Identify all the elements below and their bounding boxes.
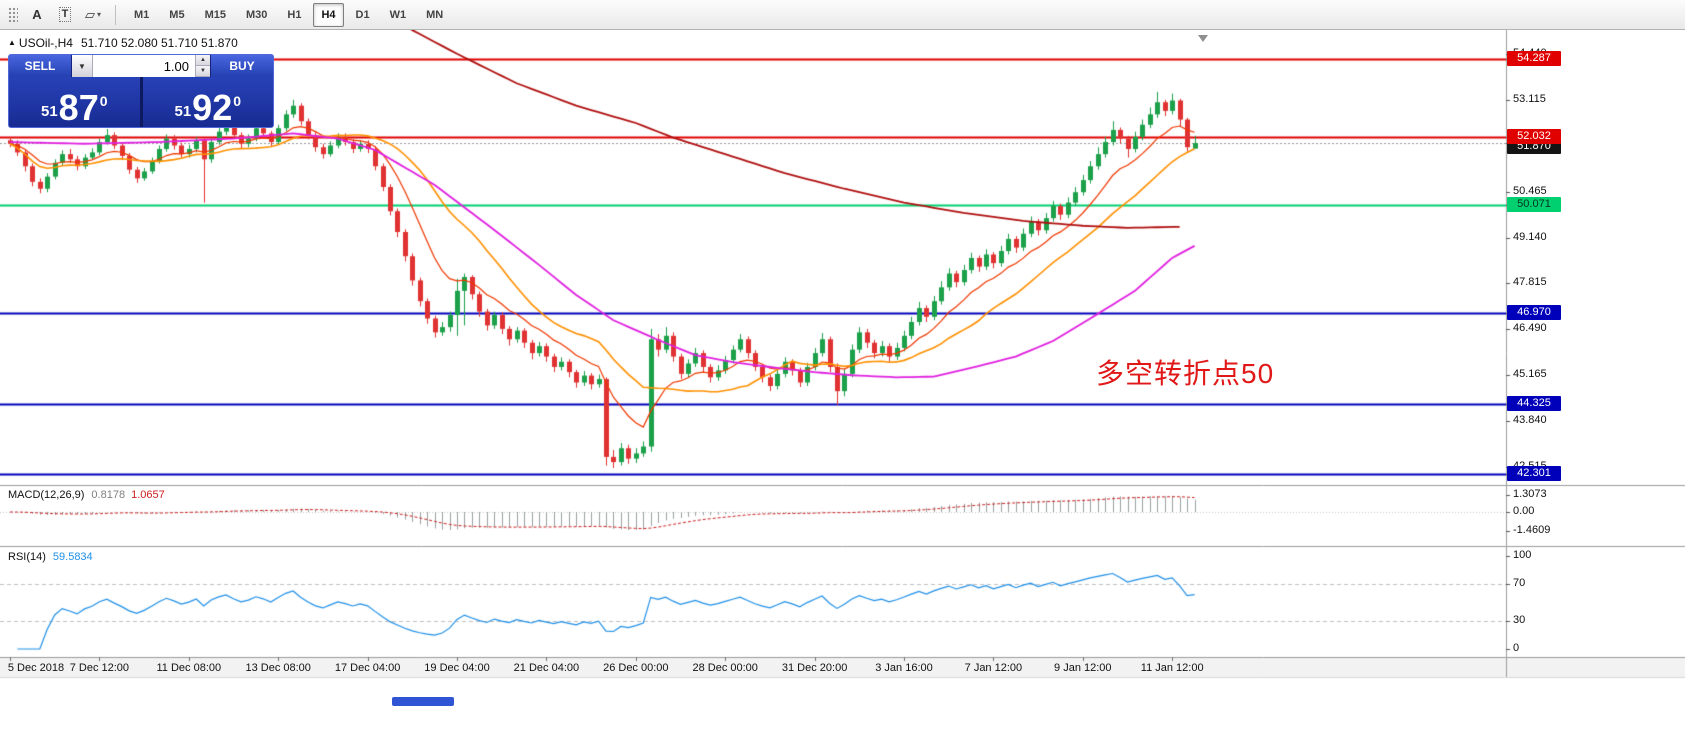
timeframe-w1-button[interactable]: W1 bbox=[389, 8, 407, 21]
price-badge: 46.970 bbox=[1507, 304, 1561, 320]
volume-input[interactable]: 1.00 bbox=[93, 55, 195, 77]
shape-icon: ▱ bbox=[84, 6, 95, 22]
chart-canvas[interactable] bbox=[0, 30, 1685, 736]
rsi-indicator-label: RSI(14) 59.5834 bbox=[8, 551, 93, 563]
price-tick-label: 45.165 bbox=[1513, 368, 1547, 381]
time-label: 5 Dec 2018 bbox=[7, 662, 65, 674]
time-label: 13 Dec 08:00 bbox=[245, 662, 311, 674]
symbol-marker-icon: ▲ bbox=[8, 38, 16, 47]
timeframe-h1-button[interactable]: H1 bbox=[287, 8, 302, 21]
price-tick-label: 46.490 bbox=[1513, 322, 1547, 335]
toolbar: A T ▱ ▾ M1 M5 M15 M30 H1 H4 D1 W1 MN bbox=[0, 0, 1685, 30]
rsi-scale-label: 30 bbox=[1513, 614, 1526, 627]
chart-area: ▲ USOil-,H4 51.710 52.080 51.710 51.870 SE… bbox=[0, 30, 1685, 736]
boxed-t-icon: T bbox=[58, 7, 72, 22]
macd-scale-label: 1.3073 bbox=[1513, 488, 1547, 500]
chart-shift-marker-icon bbox=[1198, 35, 1208, 42]
chart-symbol-label: USOil-,H4 bbox=[18, 36, 73, 50]
macd-value: 0.8178 bbox=[91, 489, 126, 501]
price-badge: 42.301 bbox=[1507, 466, 1561, 482]
macd-scale-label: 0.00 bbox=[1513, 505, 1535, 517]
timeframe-m15-button[interactable]: M15 bbox=[204, 8, 226, 21]
chevron-down-icon: ▾ bbox=[96, 10, 101, 19]
bid-big-digits: 87 bbox=[58, 87, 99, 128]
rsi-scale-label: 70 bbox=[1513, 576, 1526, 589]
timeframe-m30-button[interactable]: M30 bbox=[245, 8, 268, 21]
bid-prefix: 51 bbox=[40, 103, 58, 120]
price-badge: 52.032 bbox=[1507, 129, 1561, 145]
buy-button[interactable]: BUY bbox=[210, 55, 273, 77]
macd-signal-value: 1.0657 bbox=[131, 489, 165, 501]
price-tick-label: 53.115 bbox=[1513, 93, 1546, 105]
volume-stepper: ▲ ▼ bbox=[195, 55, 210, 77]
price-tick-label: 43.840 bbox=[1513, 413, 1547, 426]
timeframe-mn-button[interactable]: MN bbox=[426, 8, 444, 21]
text-annotation-tool-button[interactable]: A bbox=[24, 3, 50, 27]
timeframe-d1-button[interactable]: D1 bbox=[355, 8, 370, 21]
rsi-name: RSI(14) bbox=[8, 551, 46, 563]
taskbar-fragment bbox=[392, 697, 454, 706]
rsi-scale-label: 0 bbox=[1513, 642, 1520, 654]
toolbar-separator bbox=[115, 4, 116, 25]
price-tick-label: 49.140 bbox=[1513, 230, 1547, 243]
price-tick-label: 50.465 bbox=[1513, 184, 1547, 197]
time-label: 3 Jan 16:00 bbox=[875, 662, 933, 674]
bid-superscript: 0 bbox=[99, 93, 108, 109]
ask-price-display[interactable]: 51 92 0 bbox=[143, 77, 274, 127]
time-label: 9 Jan 12:00 bbox=[1054, 662, 1112, 674]
time-label: 11 Jan 12:00 bbox=[1140, 662, 1204, 674]
price-tick-label: 47.815 bbox=[1513, 276, 1547, 289]
ask-big-digits: 92 bbox=[192, 87, 233, 128]
price-badge: 50.071 bbox=[1507, 197, 1561, 213]
text-label-tool-button[interactable]: T bbox=[52, 3, 78, 27]
chevron-down-icon: ▼ bbox=[78, 61, 86, 71]
one-click-trading-panel: SELL ▼ 1.00 ▲ ▼ BUY 51 87 0 bbox=[8, 54, 274, 128]
panel-divider bbox=[139, 77, 143, 127]
chart-text-annotation[interactable]: 多空转折点50 bbox=[1096, 358, 1275, 389]
time-label: 7 Dec 12:00 bbox=[69, 662, 130, 674]
ask-superscript: 0 bbox=[233, 93, 242, 109]
shapes-tool-button[interactable]: ▱ ▾ bbox=[80, 3, 106, 27]
macd-scale-label: -1.4609 bbox=[1513, 523, 1551, 536]
rsi-value: 59.5834 bbox=[52, 551, 93, 563]
time-label: 28 Dec 00:00 bbox=[692, 662, 758, 674]
time-label: 19 Dec 04:00 bbox=[424, 662, 490, 674]
rsi-scale-label: 100 bbox=[1513, 549, 1532, 561]
timeframe-h4-button[interactable]: H4 bbox=[313, 2, 344, 27]
chart-ohlc-values: 51.710 52.080 51.710 51.870 bbox=[80, 36, 238, 50]
time-label: 7 Jan 12:00 bbox=[964, 662, 1023, 674]
price-badge: 54.287 bbox=[1507, 51, 1561, 67]
macd-name: MACD(12,26,9) bbox=[8, 489, 85, 501]
time-label: 17 Dec 04:00 bbox=[334, 662, 401, 674]
ask-prefix: 51 bbox=[174, 103, 192, 120]
time-label: 26 Dec 00:00 bbox=[603, 662, 669, 674]
toolbar-grip-handle[interactable] bbox=[8, 7, 18, 22]
price-scale[interactable]: 54.44053.11550.46549.14047.81546.49045.1… bbox=[1506, 30, 1685, 677]
volume-increase-button[interactable]: ▲ bbox=[195, 55, 210, 66]
price-badge: 44.325 bbox=[1507, 396, 1561, 412]
bid-price-display[interactable]: 51 87 0 bbox=[9, 77, 140, 127]
chart-title: ▲ USOil-,H4 51.710 52.080 51.710 51.870 bbox=[8, 36, 238, 50]
time-label: 11 Dec 08:00 bbox=[156, 662, 222, 674]
time-label: 21 Dec 04:00 bbox=[513, 662, 580, 674]
macd-indicator-label: MACD(12,26,9) 0.8178 1.0657 bbox=[8, 489, 165, 501]
volume-decrease-button[interactable]: ▼ bbox=[195, 66, 210, 77]
letter-a-icon: A bbox=[32, 7, 42, 22]
timeframe-m1-button[interactable]: M1 bbox=[134, 8, 150, 21]
volume-dropdown-button[interactable]: ▼ bbox=[72, 55, 93, 77]
time-label: 31 Dec 20:00 bbox=[781, 662, 848, 674]
timeframe-m5-button[interactable]: M5 bbox=[169, 8, 185, 21]
sell-button[interactable]: SELL bbox=[9, 55, 72, 77]
time-scale[interactable]: 5 Dec 2018 7 Dec 12:00 11 Dec 08:00 13 Dec … bbox=[0, 657, 1506, 677]
